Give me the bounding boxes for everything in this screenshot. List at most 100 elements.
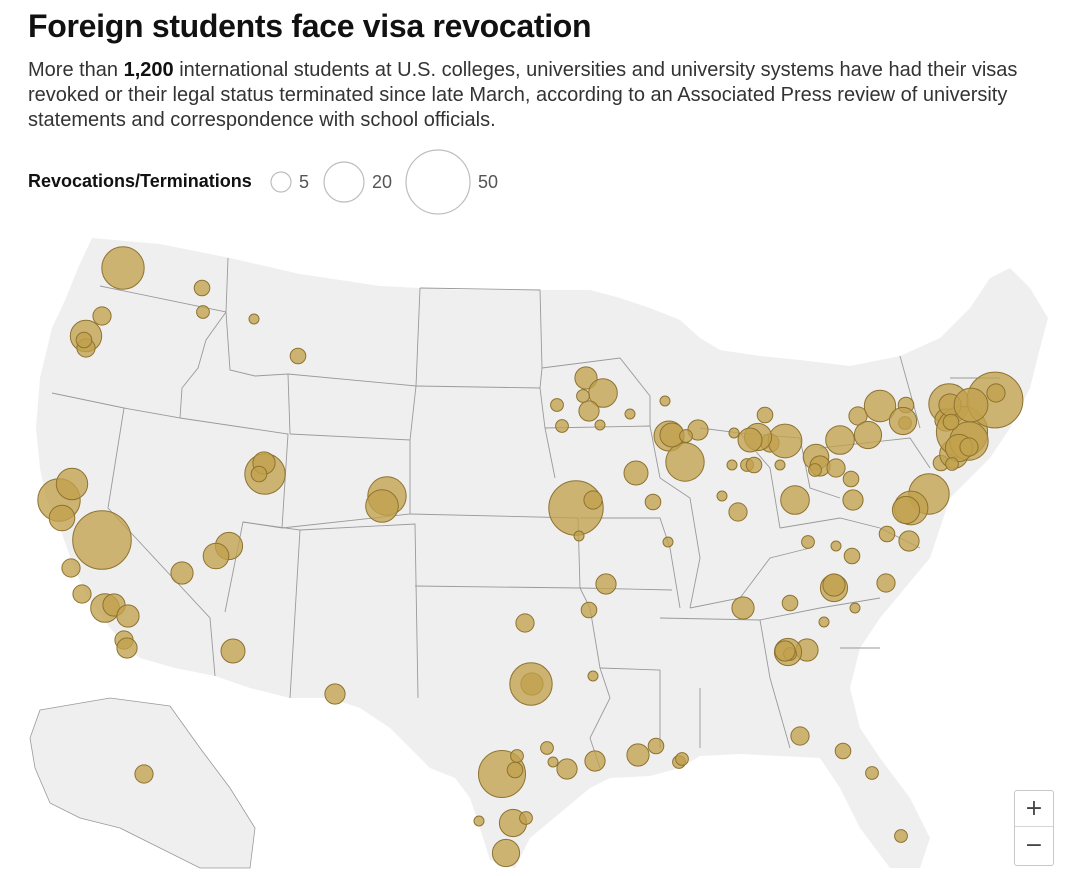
location-bubble[interactable] (801, 535, 815, 549)
location-bubble[interactable] (624, 408, 636, 420)
location-bubble[interactable] (891, 495, 921, 525)
location-bubble[interactable] (842, 470, 860, 488)
location-bubble[interactable] (595, 573, 617, 595)
location-bubble[interactable] (72, 510, 132, 570)
us-map[interactable] (0, 228, 1080, 876)
location-bubble[interactable] (584, 750, 606, 772)
location-bubble[interactable] (515, 613, 535, 633)
location-bubble[interactable] (626, 743, 650, 767)
location-bubble[interactable] (75, 331, 93, 349)
location-bubble[interactable] (780, 485, 810, 515)
location-bubble[interactable] (116, 637, 138, 659)
location-bubble[interactable] (745, 456, 763, 474)
location-bubble[interactable] (193, 279, 211, 297)
location-bubble[interactable] (61, 558, 81, 578)
location-bubble[interactable] (506, 761, 524, 779)
location-bubble[interactable] (830, 540, 842, 552)
location-bubble[interactable] (289, 347, 307, 365)
location-bubble[interactable] (576, 389, 590, 403)
location-bubble[interactable] (945, 457, 959, 471)
location-bubble[interactable] (842, 489, 864, 511)
location-bubble[interactable] (555, 419, 569, 433)
location-bubble[interactable] (587, 670, 599, 682)
zoom-in-button[interactable]: + (1015, 791, 1053, 827)
location-bubble[interactable] (865, 766, 879, 780)
location-bubble[interactable] (250, 465, 268, 483)
location-bubble[interactable] (756, 406, 774, 424)
location-bubble[interactable] (519, 811, 533, 825)
location-bubble[interactable] (767, 423, 803, 459)
location-bubble[interactable] (781, 594, 799, 612)
location-bubble[interactable] (324, 683, 346, 705)
location-bubble[interactable] (774, 640, 796, 662)
location-bubble[interactable] (878, 525, 896, 543)
location-bubble[interactable] (647, 737, 665, 755)
location-bubble[interactable] (202, 542, 230, 570)
location-bubble[interactable] (473, 815, 485, 827)
location-bubble[interactable] (101, 246, 145, 290)
location-bubble[interactable] (662, 536, 674, 548)
location-bubble[interactable] (959, 437, 979, 457)
location-bubble[interactable] (728, 427, 740, 439)
location-bubble[interactable] (888, 406, 918, 436)
location-bubble[interactable] (540, 741, 554, 755)
location-bubble[interactable] (894, 829, 908, 843)
location-bubble[interactable] (825, 425, 855, 455)
location-bubble[interactable] (986, 383, 1006, 403)
location-bubble[interactable] (573, 530, 585, 542)
location-bubble[interactable] (220, 638, 246, 664)
location-bubble[interactable] (822, 573, 846, 597)
zoom-out-button[interactable]: − (1015, 828, 1053, 864)
location-bubble[interactable] (48, 504, 76, 532)
location-bubble[interactable] (170, 561, 194, 585)
location-bubble[interactable] (953, 387, 989, 423)
location-bubble[interactable] (675, 752, 689, 766)
location-bubble[interactable] (583, 490, 603, 510)
location-bubble[interactable] (116, 604, 140, 628)
location-bubble[interactable] (547, 756, 559, 768)
location-bubble[interactable] (55, 467, 89, 501)
location-bubble[interactable] (594, 419, 606, 431)
location-bubble[interactable] (843, 547, 861, 565)
location-bubble[interactable] (72, 584, 92, 604)
location-bubble[interactable] (644, 493, 662, 511)
legend-circles (270, 149, 471, 215)
location-bubble[interactable] (834, 742, 852, 760)
location-bubble[interactable] (659, 395, 671, 407)
location-bubble[interactable] (863, 389, 897, 423)
location-bubble[interactable] (578, 400, 600, 422)
bubble-layer (37, 246, 1024, 868)
location-bubble[interactable] (509, 662, 553, 706)
location-bubble[interactable] (898, 530, 920, 552)
location-bubble[interactable] (726, 459, 738, 471)
subtitle-highlight: 1,200 (123, 59, 174, 81)
location-bubble[interactable] (574, 366, 598, 390)
location-bubble[interactable] (196, 305, 210, 319)
location-bubble[interactable] (774, 459, 786, 471)
location-bubble[interactable] (92, 306, 112, 326)
location-bubble[interactable] (510, 749, 524, 763)
location-bubble[interactable] (550, 398, 564, 412)
location-bubble[interactable] (737, 427, 763, 453)
location-bubble[interactable] (731, 596, 755, 620)
location-bubble[interactable] (942, 413, 960, 431)
location-bubble[interactable] (808, 463, 822, 477)
location-bubble[interactable] (365, 489, 399, 523)
location-bubble[interactable] (679, 429, 693, 443)
location-bubble[interactable] (716, 490, 728, 502)
location-bubble[interactable] (623, 460, 649, 486)
legend-circle-small (270, 171, 292, 193)
location-bubble[interactable] (826, 458, 846, 478)
location-bubble[interactable] (580, 601, 598, 619)
location-bubble[interactable] (853, 420, 883, 450)
location-bubble[interactable] (849, 602, 861, 614)
location-bubble[interactable] (728, 502, 748, 522)
location-bubble[interactable] (790, 726, 810, 746)
location-bubble[interactable] (818, 616, 830, 628)
location-bubble[interactable] (248, 313, 260, 325)
location-bubble[interactable] (665, 442, 705, 482)
location-bubble[interactable] (876, 573, 896, 593)
location-bubble[interactable] (556, 758, 578, 780)
location-bubble[interactable] (491, 838, 521, 868)
location-bubble[interactable] (134, 764, 154, 784)
